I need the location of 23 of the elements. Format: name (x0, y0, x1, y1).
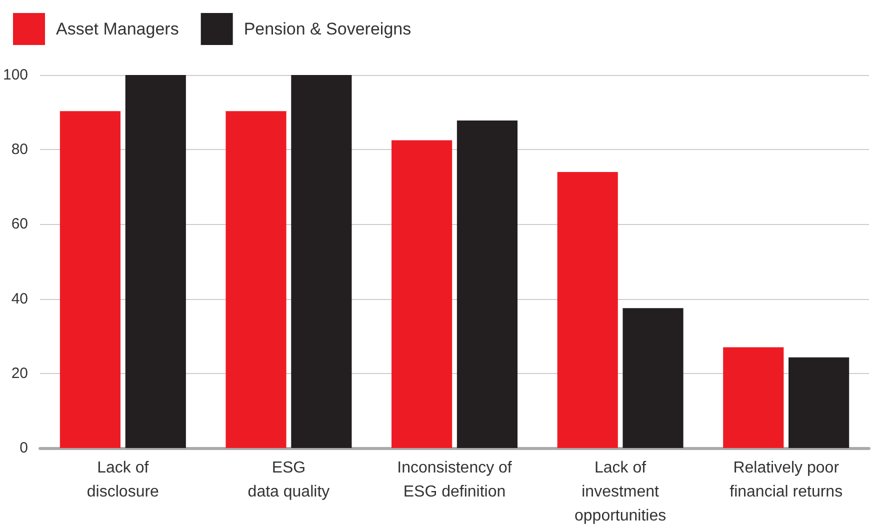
x-tick-label: ESG data quality (248, 460, 330, 500)
y-tick-label: 20 (11, 364, 28, 382)
bar (125, 75, 186, 448)
y-tick-label: 80 (11, 141, 28, 158)
bar (788, 357, 850, 448)
bar (723, 347, 784, 448)
bar (291, 75, 352, 448)
x-tick-label: Lack of disclosure (86, 460, 160, 500)
y-tick-label: 100 (2, 66, 28, 84)
y-tick-label: 40 (11, 290, 28, 308)
y-tick-label: 0 (20, 440, 28, 456)
x-tick-label: Lack of investment opportunities (574, 460, 666, 524)
legend-label: Pension & Sovereigns (244, 20, 412, 38)
bar (226, 111, 286, 448)
bar (456, 120, 518, 448)
bar (622, 308, 684, 448)
x-tick-label: Inconsistency of ESG definition (397, 460, 512, 500)
bar (392, 140, 452, 448)
y-tick-label: 60 (11, 216, 28, 233)
legend-label: Asset Managers (56, 20, 179, 38)
x-tick-label: Relatively poor financial returns (730, 460, 843, 500)
bar (557, 172, 618, 448)
bar (60, 111, 120, 448)
